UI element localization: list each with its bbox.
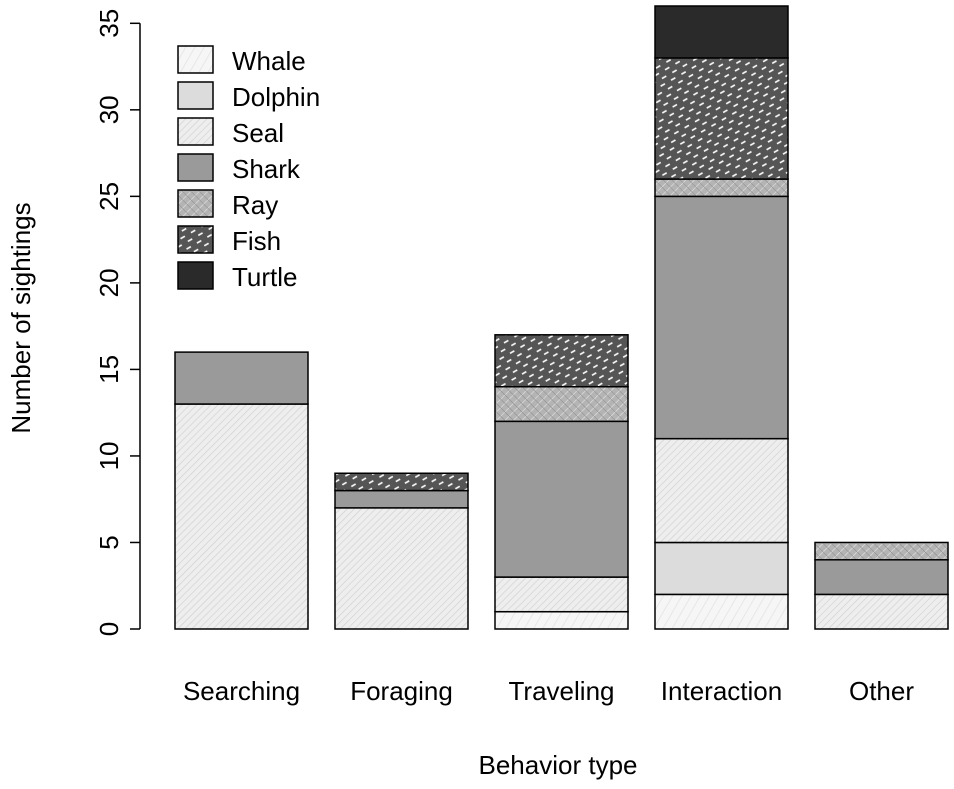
- legend-label-whale: Whale: [232, 46, 306, 76]
- x-tick-label: Traveling: [509, 676, 615, 706]
- y-tick-label: 0: [94, 622, 124, 636]
- legend-label-dolphin: Dolphin: [232, 82, 320, 112]
- y-tick-label: 10: [94, 441, 124, 470]
- y-axis: 0 5 10 15 20 25 30 35: [94, 9, 141, 636]
- legend-swatch-fish: [177, 225, 214, 254]
- bar-segment-shark-other: [814, 559, 949, 596]
- bar-segment-fish-traveling: [494, 334, 629, 388]
- bar-segment-ray-interaction: [654, 178, 789, 198]
- legend-swatch-shark: [177, 153, 214, 182]
- bar-segment-dolphin-interaction: [654, 541, 789, 596]
- bar-segment-shark-interaction: [654, 195, 789, 440]
- legend-label-shark: Shark: [232, 154, 301, 184]
- bar-segment-shark-traveling: [494, 420, 629, 578]
- bars: [174, 5, 949, 630]
- y-tick-label: 5: [94, 535, 124, 549]
- bar-segment-seal-searching: [174, 403, 309, 630]
- bar-segment-fish-foraging: [334, 472, 469, 492]
- bar-segment-shark-foraging: [334, 489, 469, 509]
- x-tick-label: Searching: [183, 676, 300, 706]
- legend-label-seal: Seal: [232, 118, 284, 148]
- legend: Whale Dolphin Seal Shark Ray Fish Turtle: [177, 45, 320, 292]
- bar-segment-seal-foraging: [334, 507, 469, 630]
- legend-swatch-dolphin: [177, 81, 214, 110]
- bar-segment-seal-traveling: [494, 576, 629, 613]
- y-tick-label: 30: [94, 95, 124, 124]
- x-tick-label: Other: [849, 676, 914, 706]
- legend-swatch-whale: [177, 45, 214, 74]
- y-tick-label: 20: [94, 268, 124, 297]
- y-tick-label: 35: [94, 9, 124, 38]
- y-tick-label: 15: [94, 355, 124, 384]
- bar-segment-whale-interaction: [654, 593, 789, 630]
- y-axis-title: Number of sightings: [6, 202, 36, 433]
- bar-segment-shark-searching: [174, 351, 309, 405]
- bar-segment-fish-interaction: [654, 57, 789, 180]
- x-axis-labels: Searching Foraging Traveling Interaction Oth…: [183, 676, 914, 706]
- bar-segment-seal-interaction: [654, 437, 789, 544]
- legend-swatch-turtle: [177, 261, 214, 290]
- x-axis-title: Behavior type: [479, 750, 638, 780]
- bar-segment-ray-other: [814, 541, 949, 561]
- legend-label-ray: Ray: [232, 190, 278, 220]
- legend-swatch-seal: [177, 117, 214, 146]
- bar-segment-turtle-interaction: [654, 5, 789, 59]
- legend-swatch-ray: [177, 189, 214, 218]
- bar-segment-ray-traveling: [494, 385, 629, 423]
- x-tick-label: Foraging: [350, 676, 453, 706]
- bar-segment-seal-other: [814, 593, 949, 630]
- legend-label-turtle: Turtle: [232, 262, 298, 292]
- bar-segment-whale-traveling: [494, 610, 629, 630]
- y-tick-label: 25: [94, 182, 124, 211]
- x-tick-label: Interaction: [661, 676, 782, 706]
- legend-label-fish: Fish: [232, 226, 281, 256]
